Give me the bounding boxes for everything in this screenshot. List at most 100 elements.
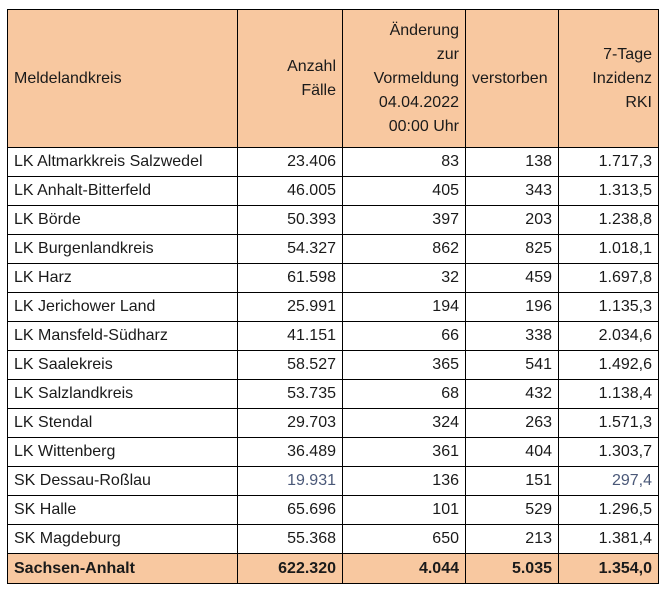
cell-anzahl-faelle: 46.005 — [237, 176, 343, 206]
cell-meldelandkreis: SK Halle — [7, 495, 238, 525]
cell-anzahl-faelle: 53.735 — [237, 379, 343, 409]
cell-aenderung: 650 — [342, 524, 466, 554]
header-line: Meldelandkreis — [14, 69, 122, 87]
table-row: LK Harz 61.598 32 459 1.697,8 — [7, 263, 659, 293]
cell-aenderung: 365 — [342, 350, 466, 380]
total-aenderung: 4.044 — [342, 553, 466, 584]
cell-verstorben: 343 — [465, 176, 559, 206]
header-line: zur — [436, 45, 459, 63]
header-line: 04.04.2022 — [378, 93, 459, 111]
cell-inzidenz: 1.138,4 — [558, 379, 659, 409]
cell-verstorben: 203 — [465, 205, 559, 235]
cell-verstorben: 432 — [465, 379, 559, 409]
cell-anzahl-faelle: 61.598 — [237, 263, 343, 293]
cell-inzidenz: 1.313,5 — [558, 176, 659, 206]
cell-verstorben: 404 — [465, 437, 559, 467]
cell-aenderung: 397 — [342, 205, 466, 235]
cell-anzahl-faelle: 41.151 — [237, 321, 343, 351]
cell-inzidenz: 1.303,7 — [558, 437, 659, 467]
header-line: Fälle — [301, 81, 336, 99]
cell-meldelandkreis: LK Burgenlandkreis — [7, 234, 238, 264]
table-row: LK Burgenlandkreis 54.327 862 825 1.018,1 — [7, 234, 659, 264]
cell-aenderung: 862 — [342, 234, 466, 264]
cell-meldelandkreis: LK Harz — [7, 263, 238, 293]
table-row: LK Börde 50.393 397 203 1.238,8 — [7, 205, 659, 235]
header-line: 00:00 Uhr — [388, 117, 459, 135]
header-verstorben: verstorben — [465, 9, 559, 148]
header-anzahl-faelle: Anzahl Fälle — [237, 9, 343, 148]
cell-meldelandkreis: LK Mansfeld-Südharz — [7, 321, 238, 351]
cell-verstorben: 263 — [465, 408, 559, 438]
total-faelle: 622.320 — [237, 553, 343, 584]
cell-meldelandkreis: LK Wittenberg — [7, 437, 238, 467]
cell-anzahl-faelle: 36.489 — [237, 437, 343, 467]
total-row: Sachsen-Anhalt 622.320 4.044 5.035 1.354… — [7, 553, 659, 584]
cell-verstorben: 459 — [465, 263, 559, 293]
header-line: RKI — [625, 93, 652, 111]
cell-meldelandkreis: LK Saalekreis — [7, 350, 238, 380]
header-line: 7-Tage — [603, 45, 652, 63]
cell-inzidenz: 1.238,8 — [558, 205, 659, 235]
cell-inzidenz: 1.296,5 — [558, 495, 659, 525]
cell-meldelandkreis: LK Anhalt-Bitterfeld — [7, 176, 238, 206]
cell-meldelandkreis: LK Salzlandkreis — [7, 379, 238, 409]
cell-inzidenz: 2.034,6 — [558, 321, 659, 351]
table-row: LK Saalekreis 58.527 365 541 1.492,6 — [7, 350, 659, 380]
cell-meldelandkreis: LK Stendal — [7, 408, 238, 438]
table-row: LK Stendal 29.703 324 263 1.571,3 — [7, 408, 659, 438]
cell-inzidenz: 1.492,6 — [558, 350, 659, 380]
cell-aenderung: 136 — [342, 466, 466, 496]
table-row: LK Altmarkkreis Salzwedel 23.406 83 138 1.71… — [7, 147, 659, 177]
cell-aenderung: 68 — [342, 379, 466, 409]
table-footer: Sachsen-Anhalt 622.320 4.044 5.035 1.354… — [7, 553, 659, 584]
cell-inzidenz: 1.697,8 — [558, 263, 659, 293]
cell-anzahl-faelle: 19.931 — [237, 466, 343, 496]
cell-verstorben: 529 — [465, 495, 559, 525]
header-meldelandkreis: Meldelandkreis — [7, 9, 238, 148]
table-row: LK Wittenberg 36.489 361 404 1.303,7 — [7, 437, 659, 467]
cell-anzahl-faelle: 54.327 — [237, 234, 343, 264]
cell-inzidenz: 297,4 — [558, 466, 659, 496]
cell-inzidenz: 1.135,3 — [558, 292, 659, 322]
table-row: SK Halle 65.696 101 529 1.296,5 — [7, 495, 659, 525]
header-line: Änderung — [389, 21, 459, 39]
header-row: Meldelandkreis Anzahl Fälle Änderung zur Vo… — [7, 9, 659, 148]
cell-aenderung: 101 — [342, 495, 466, 525]
cell-anzahl-faelle: 55.368 — [237, 524, 343, 554]
cell-aenderung: 32 — [342, 263, 466, 293]
table-header: Meldelandkreis Anzahl Fälle Änderung zur Vo… — [7, 9, 659, 148]
total-inzidenz: 1.354,0 — [558, 553, 659, 584]
cell-aenderung: 83 — [342, 147, 466, 177]
table-body: LK Altmarkkreis Salzwedel 23.406 83 138 1.71… — [7, 147, 659, 554]
cell-inzidenz: 1.571,3 — [558, 408, 659, 438]
cell-aenderung: 194 — [342, 292, 466, 322]
header-line: Vormeldung — [373, 69, 459, 87]
cell-meldelandkreis: LK Börde — [7, 205, 238, 235]
table-row: LK Jerichower Land 25.991 194 196 1.135,3 — [7, 292, 659, 322]
cell-verstorben: 338 — [465, 321, 559, 351]
table-row: SK Dessau-Roßlau 19.931 136 151 297,4 — [7, 466, 659, 496]
cell-aenderung: 324 — [342, 408, 466, 438]
cell-meldelandkreis: SK Dessau-Roßlau — [7, 466, 238, 496]
cell-aenderung: 361 — [342, 437, 466, 467]
cell-aenderung: 66 — [342, 321, 466, 351]
table-row: LK Anhalt-Bitterfeld 46.005 405 343 1.313,5 — [7, 176, 659, 206]
cell-anzahl-faelle: 65.696 — [237, 495, 343, 525]
header-line: Anzahl — [287, 57, 336, 75]
table-row: LK Salzlandkreis 53.735 68 432 1.138,4 — [7, 379, 659, 409]
cell-anzahl-faelle: 29.703 — [237, 408, 343, 438]
cell-verstorben: 541 — [465, 350, 559, 380]
table-row: LK Mansfeld-Südharz 41.151 66 338 2.034,6 — [7, 321, 659, 351]
header-line: verstorben — [472, 69, 548, 87]
cell-meldelandkreis: LK Jerichower Land — [7, 292, 238, 322]
cell-anzahl-faelle: 23.406 — [237, 147, 343, 177]
covid-cases-table: Meldelandkreis Anzahl Fälle Änderung zur Vo… — [7, 9, 659, 584]
cell-verstorben: 825 — [465, 234, 559, 264]
header-line: Inzidenz — [592, 69, 652, 87]
cell-verstorben: 196 — [465, 292, 559, 322]
total-verstorben: 5.035 — [465, 553, 559, 584]
header-inzidenz: 7-Tage Inzidenz RKI — [558, 9, 659, 148]
total-name: Sachsen-Anhalt — [7, 553, 238, 584]
cell-inzidenz: 1.018,1 — [558, 234, 659, 264]
cell-anzahl-faelle: 25.991 — [237, 292, 343, 322]
